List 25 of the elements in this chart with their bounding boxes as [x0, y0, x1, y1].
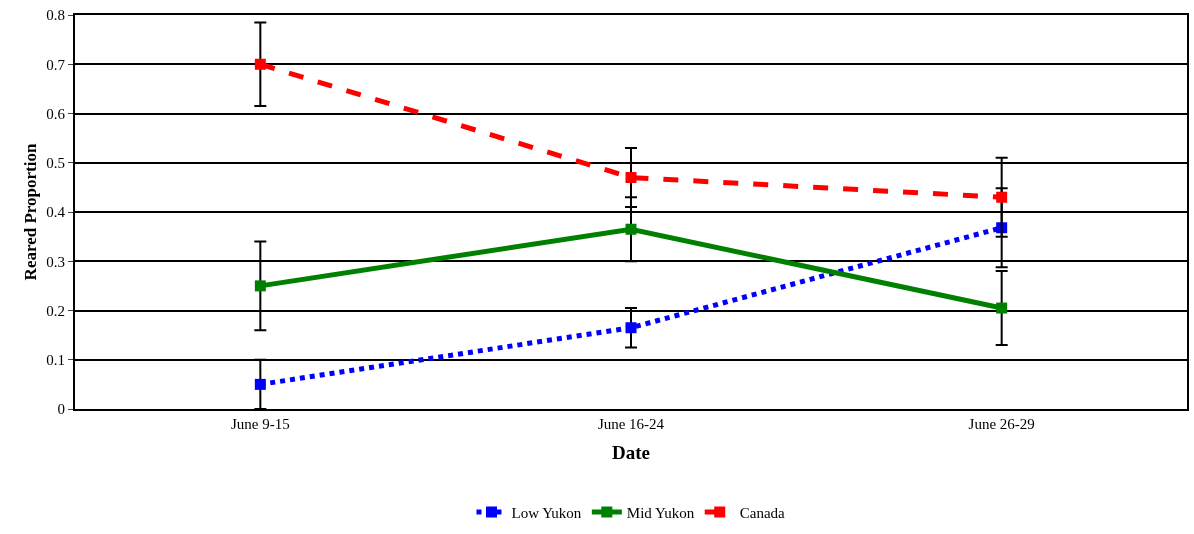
x-tick-label: June 9-15 [230, 416, 290, 432]
y-tick-label: 0.3 [46, 253, 65, 270]
point [625, 322, 637, 334]
point [254, 280, 266, 292]
legend-label: Canada [739, 504, 786, 521]
x-axis-title: Date [612, 442, 650, 464]
y-tick-label: 0.5 [46, 155, 65, 171]
legend-label: Mid Yukon [626, 504, 695, 521]
point [254, 378, 266, 390]
x-tick-label: June 26-29 [968, 416, 1035, 432]
y-tick-label: 0.1 [46, 352, 65, 368]
y-tick-label: 0.2 [46, 302, 65, 319]
y-tick-label: 0.8 [46, 7, 65, 24]
point [996, 302, 1008, 314]
point [254, 58, 266, 70]
legend-label: Low Yukon [511, 504, 582, 521]
point [625, 223, 637, 235]
y-tick-label: 0.6 [46, 105, 66, 122]
x-tick-label: June 16-24 [597, 416, 665, 432]
y-axis-title: Reared Proportion [21, 143, 41, 281]
y-tick-label: 0.4 [46, 204, 66, 221]
point [996, 191, 1008, 203]
y-tick-label: 0 [57, 401, 65, 418]
point [625, 172, 637, 184]
y-tick-label: 0.7 [46, 56, 66, 73]
